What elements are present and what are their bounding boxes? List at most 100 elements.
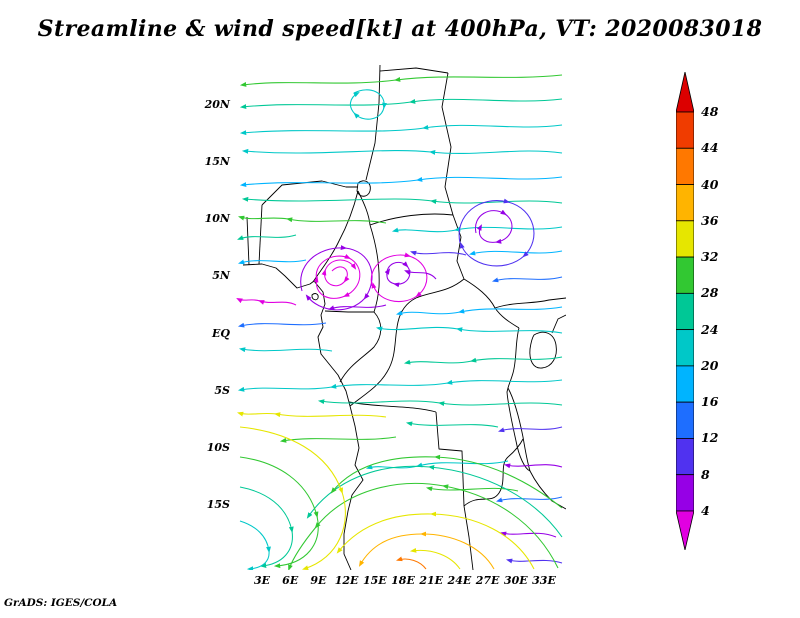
streamline: [328, 304, 387, 310]
colorbar-arrow-top: [675, 71, 695, 113]
y-tick-label: 10S: [206, 440, 230, 454]
map-border: [441, 72, 454, 216]
streamline: [395, 556, 427, 570]
streamline: [491, 276, 563, 283]
x-tick-label: 18E: [391, 574, 415, 587]
colorbar-value-label: 40: [701, 176, 719, 192]
map-border: [261, 180, 358, 206]
y-tick-label: 20N: [204, 98, 230, 111]
x-tick-label: 9E: [310, 574, 327, 587]
x-tick-label: 30E: [503, 574, 528, 587]
streamline: [365, 460, 509, 470]
colorbar-segment: [675, 256, 695, 294]
map-border: [246, 216, 250, 266]
map-border: [415, 278, 465, 299]
streamline: [503, 463, 563, 469]
map-border: [463, 505, 474, 570]
x-tick-label: 6E: [282, 574, 299, 587]
map-border: [494, 297, 566, 309]
x-tick-label: 15E: [362, 574, 387, 587]
colorbar-svg: [675, 71, 695, 551]
map-border: [435, 411, 465, 507]
streamline: [237, 379, 563, 392]
streamline: [321, 259, 357, 287]
map-border: [324, 310, 374, 313]
streamline: [237, 215, 387, 224]
y-tick-label: 10N: [204, 212, 230, 226]
streamline: [409, 547, 461, 570]
streamline: [349, 89, 388, 120]
streamline: [288, 483, 559, 570]
colorbar-segment: [675, 329, 695, 367]
map-border: [379, 67, 449, 74]
wind-speed-colorbar: [675, 71, 695, 551]
colorbar-segment: [675, 474, 695, 512]
streamline: [505, 558, 563, 564]
streamline: [474, 209, 513, 244]
y-tick-label: EQ: [212, 326, 230, 340]
colorbar-arrow-bottom: [675, 510, 695, 551]
colorbar-segment: [675, 401, 695, 439]
streamline: [239, 74, 563, 87]
colorbar-segment: [675, 147, 695, 185]
colorbar-segment: [675, 184, 695, 222]
streamline: [497, 426, 563, 433]
colorbar-value-label: 32: [701, 249, 719, 265]
x-tick-label: 21E: [419, 574, 444, 587]
streamline: [241, 196, 563, 204]
streamline: [238, 347, 333, 353]
streamline: [239, 426, 346, 570]
map-border: [369, 213, 454, 226]
streamline: [237, 234, 297, 240]
x-tick-label: 27E: [475, 574, 500, 587]
streamline: [239, 456, 319, 569]
y-tick-label: 5N: [212, 269, 230, 283]
map-border: [529, 470, 566, 510]
streamline: [391, 226, 563, 233]
streamline: [403, 356, 563, 365]
map-border: [551, 314, 566, 334]
streamline: [239, 486, 294, 569]
x-tick-label: 33E: [532, 574, 556, 587]
colorbar-segment: [675, 292, 695, 331]
colorbar-value-label: 4: [701, 502, 710, 518]
colorbar-segment: [675, 220, 695, 258]
streamline: [300, 245, 373, 311]
map-border: [506, 387, 531, 472]
streamline: [239, 124, 563, 136]
streamline: [499, 531, 557, 538]
colorbar-value-label: 28: [701, 285, 719, 301]
streamline: [330, 454, 563, 509]
streamline: [336, 511, 535, 570]
colorbar-segment: [675, 365, 695, 403]
colorbar-value-label: 48: [701, 104, 719, 119]
streamline-map-svg: [236, 65, 566, 570]
streamline: [236, 298, 297, 306]
map-border: [339, 311, 382, 383]
streamline: [395, 306, 563, 316]
y-tick-label: 15N: [204, 155, 230, 169]
streamline: [236, 411, 387, 418]
colorbar-value-label: 12: [701, 430, 719, 446]
map-plot-area: [236, 65, 566, 570]
colorbar-segment: [675, 438, 695, 476]
streamline: [370, 252, 428, 303]
streamline: [384, 261, 411, 288]
x-tick-label: 3E: [253, 574, 271, 587]
map-border: [529, 331, 557, 369]
streamline: [404, 270, 437, 280]
streamline: [468, 250, 563, 256]
colorbar-value-label: 24: [701, 321, 719, 337]
colorbar-value-label: 16: [701, 394, 719, 410]
streamline: [279, 436, 397, 443]
streamline: [241, 148, 563, 155]
streamline: [458, 198, 535, 267]
streamline: [239, 98, 563, 110]
streamline: [358, 531, 495, 570]
streamline: [405, 421, 499, 428]
map-border: [463, 438, 524, 507]
x-tick-label: 12E: [334, 574, 359, 587]
colorbar-value-label: 44: [701, 140, 719, 156]
streamline: [375, 326, 563, 334]
